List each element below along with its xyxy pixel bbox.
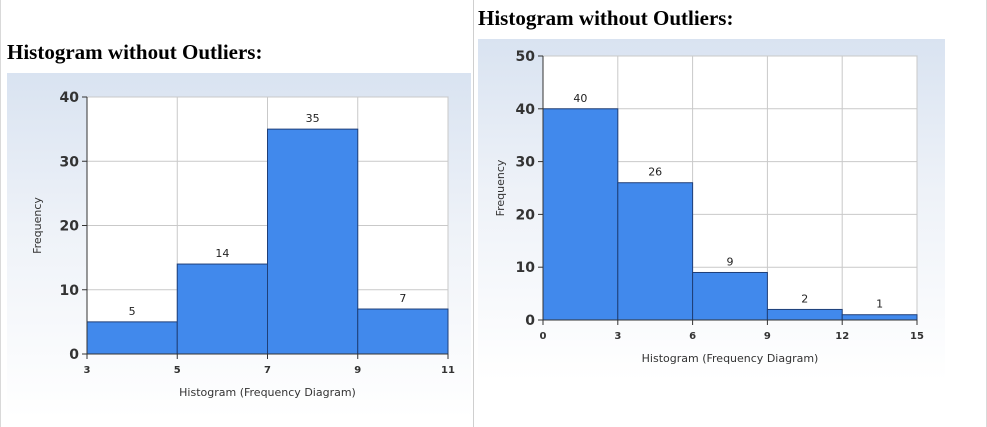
x-tick-label: 9 [764, 331, 771, 342]
histogram-bar [542, 108, 619, 321]
y-tick-label: 10 [516, 260, 536, 276]
x-tick-label: 6 [689, 331, 696, 342]
histogram-bar [617, 182, 694, 321]
y-tick-label: 50 [516, 49, 536, 65]
x-tick-label: 15 [910, 331, 924, 342]
y-tick-label: 0 [525, 313, 535, 329]
y-axis-title: Frequency [31, 197, 44, 254]
histogram-bar [841, 314, 918, 321]
y-tick-label: 20 [60, 219, 80, 235]
y-axis-title: Frequency [494, 159, 507, 216]
x-axis-title: Histogram (Frequency Diagram) [642, 352, 819, 365]
bar-data-label: 26 [648, 166, 662, 179]
y-tick-label: 40 [516, 102, 536, 118]
x-tick-label: 0 [540, 331, 547, 342]
bar-data-label: 14 [215, 247, 229, 260]
bar-data-label: 9 [727, 255, 734, 268]
y-tick-label: 20 [516, 207, 536, 223]
bar-data-label: 35 [306, 112, 320, 125]
right-heading: Histogram without Outliers: [478, 6, 734, 30]
bar-data-label: 40 [573, 92, 587, 105]
x-tick-label: 12 [835, 331, 849, 342]
bar-data-label: 2 [801, 292, 808, 305]
x-axis-title: Histogram (Frequency Diagram) [179, 386, 356, 399]
y-tick-label: 0 [69, 347, 79, 363]
bar-data-label: 7 [399, 292, 406, 305]
x-tick-label: 3 [614, 331, 621, 342]
x-tick-label: 11 [441, 365, 455, 376]
y-tick-label: 30 [516, 155, 536, 171]
left-cell: Histogram without Outliers: 5 14 35 7 0 10 20 3… [0, 0, 474, 427]
x-tick-label: 9 [354, 365, 361, 376]
y-tick-label: 10 [60, 283, 80, 299]
x-tick-label: 7 [264, 365, 271, 376]
histogram-bar [267, 128, 359, 355]
left-heading: Histogram without Outliers: [7, 40, 263, 64]
y-tick-label: 30 [60, 154, 80, 170]
histogram-bar [176, 263, 268, 355]
bar-data-label: 1 [876, 298, 883, 311]
x-tick-label: 3 [84, 365, 91, 376]
left-chart-panel: 5 14 35 7 0 10 20 30 40 3 5 7 9 11 Histogram (Frequenc… [7, 73, 471, 418]
x-tick-label: 5 [174, 365, 181, 376]
histogram-bar [86, 321, 178, 355]
histogram-bar [692, 271, 768, 321]
right-cell: Histogram without Outliers: 40 26 9 2 1 0 10 20… [474, 0, 987, 427]
bar-data-label: 5 [129, 305, 136, 318]
right-chart-panel: 40 26 9 2 1 0 10 20 30 40 50 0 3 6 9 12 15 Histogram (Fre… [478, 39, 945, 381]
histogram-bar [766, 308, 843, 321]
histogram-bar [357, 308, 449, 355]
y-tick-label: 40 [60, 90, 80, 106]
